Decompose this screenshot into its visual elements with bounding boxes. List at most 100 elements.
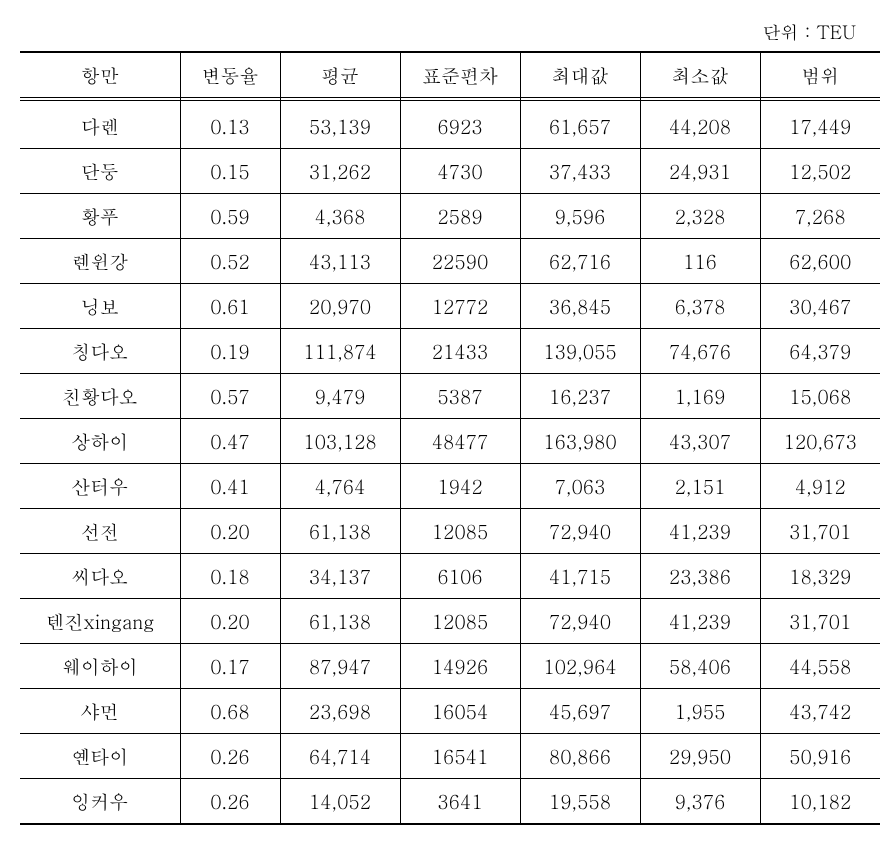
cell-value: 111,874 xyxy=(280,329,400,374)
table-row: 닝보0.6120,9701277236,8456,37830,467 xyxy=(20,284,880,329)
row-label: 텐진xingang xyxy=(20,599,180,644)
cell-value: 2,328 xyxy=(640,194,760,239)
table-row: 상하이0.47103,12848477163,98043,307120,673 xyxy=(20,419,880,464)
cell-value: 1,955 xyxy=(640,689,760,734)
cell-value: 0.18 xyxy=(180,554,280,599)
cell-value: 14,052 xyxy=(280,779,400,825)
cell-value: 2,151 xyxy=(640,464,760,509)
cell-value: 41,239 xyxy=(640,509,760,554)
cell-value: 29,950 xyxy=(640,734,760,779)
cell-value: 23,698 xyxy=(280,689,400,734)
cell-value: 61,138 xyxy=(280,509,400,554)
cell-value: 1942 xyxy=(400,464,520,509)
table-row: 씨다오0.1834,137610641,71523,38618,329 xyxy=(20,554,880,599)
cell-value: 41,715 xyxy=(520,554,640,599)
cell-value: 12085 xyxy=(400,509,520,554)
cell-value: 0.13 xyxy=(180,98,280,149)
cell-value: 62,600 xyxy=(760,239,880,284)
cell-value: 45,697 xyxy=(520,689,640,734)
unit-label: 단위 : TEU xyxy=(20,20,866,51)
cell-value: 6106 xyxy=(400,554,520,599)
row-label: 씨다오 xyxy=(20,554,180,599)
cell-value: 6923 xyxy=(400,98,520,149)
col-header: 최소값 xyxy=(640,52,760,98)
cell-value: 4730 xyxy=(400,149,520,194)
cell-value: 18,329 xyxy=(760,554,880,599)
cell-value: 102,964 xyxy=(520,644,640,689)
cell-value: 31,701 xyxy=(760,599,880,644)
cell-value: 12,502 xyxy=(760,149,880,194)
cell-value: 64,714 xyxy=(280,734,400,779)
cell-value: 23,386 xyxy=(640,554,760,599)
cell-value: 0.15 xyxy=(180,149,280,194)
cell-value: 20,970 xyxy=(280,284,400,329)
cell-value: 17,449 xyxy=(760,98,880,149)
row-label: 샤먼 xyxy=(20,689,180,734)
cell-value: 74,676 xyxy=(640,329,760,374)
cell-value: 0.17 xyxy=(180,644,280,689)
cell-value: 120,673 xyxy=(760,419,880,464)
cell-value: 15,068 xyxy=(760,374,880,419)
cell-value: 0.47 xyxy=(180,419,280,464)
cell-value: 9,596 xyxy=(520,194,640,239)
cell-value: 31,262 xyxy=(280,149,400,194)
cell-value: 62,716 xyxy=(520,239,640,284)
table-row: 단둥0.1531,262473037,43324,93112,502 xyxy=(20,149,880,194)
cell-value: 116 xyxy=(640,239,760,284)
cell-value: 0.59 xyxy=(180,194,280,239)
cell-value: 4,368 xyxy=(280,194,400,239)
cell-value: 12772 xyxy=(400,284,520,329)
cell-value: 64,379 xyxy=(760,329,880,374)
col-header: 평균 xyxy=(280,52,400,98)
cell-value: 43,307 xyxy=(640,419,760,464)
cell-value: 72,940 xyxy=(520,599,640,644)
cell-value: 43,113 xyxy=(280,239,400,284)
table-row: 다렌0.1353,139692361,65744,20817,449 xyxy=(20,98,880,149)
cell-value: 1,169 xyxy=(640,374,760,419)
cell-value: 0.52 xyxy=(180,239,280,284)
cell-value: 36,845 xyxy=(520,284,640,329)
table-row: 산터우0.414,76419427,0632,1514,912 xyxy=(20,464,880,509)
cell-value: 0.26 xyxy=(180,779,280,825)
col-header: 변동율 xyxy=(180,52,280,98)
data-table: 항만 변동율 평균 표준편차 최대값 최소값 범위 다렌0.1353,13969… xyxy=(20,51,880,825)
cell-value: 16054 xyxy=(400,689,520,734)
row-label: 옌타이 xyxy=(20,734,180,779)
cell-value: 10,182 xyxy=(760,779,880,825)
cell-value: 163,980 xyxy=(520,419,640,464)
row-label: 친황다오 xyxy=(20,374,180,419)
cell-value: 61,657 xyxy=(520,98,640,149)
table-row: 선전0.2061,1381208572,94041,23931,701 xyxy=(20,509,880,554)
cell-value: 3641 xyxy=(400,779,520,825)
table-row: 롄윈강0.5243,1132259062,71611662,600 xyxy=(20,239,880,284)
row-label: 상하이 xyxy=(20,419,180,464)
cell-value: 58,406 xyxy=(640,644,760,689)
cell-value: 2589 xyxy=(400,194,520,239)
table-row: 텐진xingang0.2061,1381208572,94041,23931,7… xyxy=(20,599,880,644)
col-header: 항만 xyxy=(20,52,180,98)
row-label: 닝보 xyxy=(20,284,180,329)
row-label: 단둥 xyxy=(20,149,180,194)
cell-value: 0.61 xyxy=(180,284,280,329)
col-header: 표준편차 xyxy=(400,52,520,98)
cell-value: 14926 xyxy=(400,644,520,689)
cell-value: 22590 xyxy=(400,239,520,284)
cell-value: 9,479 xyxy=(280,374,400,419)
table-row: 잉커우0.2614,052364119,5589,37610,182 xyxy=(20,779,880,825)
row-label: 칭다오 xyxy=(20,329,180,374)
cell-value: 0.20 xyxy=(180,509,280,554)
cell-value: 21433 xyxy=(400,329,520,374)
cell-value: 80,866 xyxy=(520,734,640,779)
cell-value: 0.41 xyxy=(180,464,280,509)
cell-value: 72,940 xyxy=(520,509,640,554)
cell-value: 44,208 xyxy=(640,98,760,149)
col-header: 범위 xyxy=(760,52,880,98)
row-label: 잉커우 xyxy=(20,779,180,825)
row-label: 롄윈강 xyxy=(20,239,180,284)
cell-value: 41,239 xyxy=(640,599,760,644)
cell-value: 12085 xyxy=(400,599,520,644)
row-label: 산터우 xyxy=(20,464,180,509)
cell-value: 50,916 xyxy=(760,734,880,779)
cell-value: 5387 xyxy=(400,374,520,419)
cell-value: 34,137 xyxy=(280,554,400,599)
